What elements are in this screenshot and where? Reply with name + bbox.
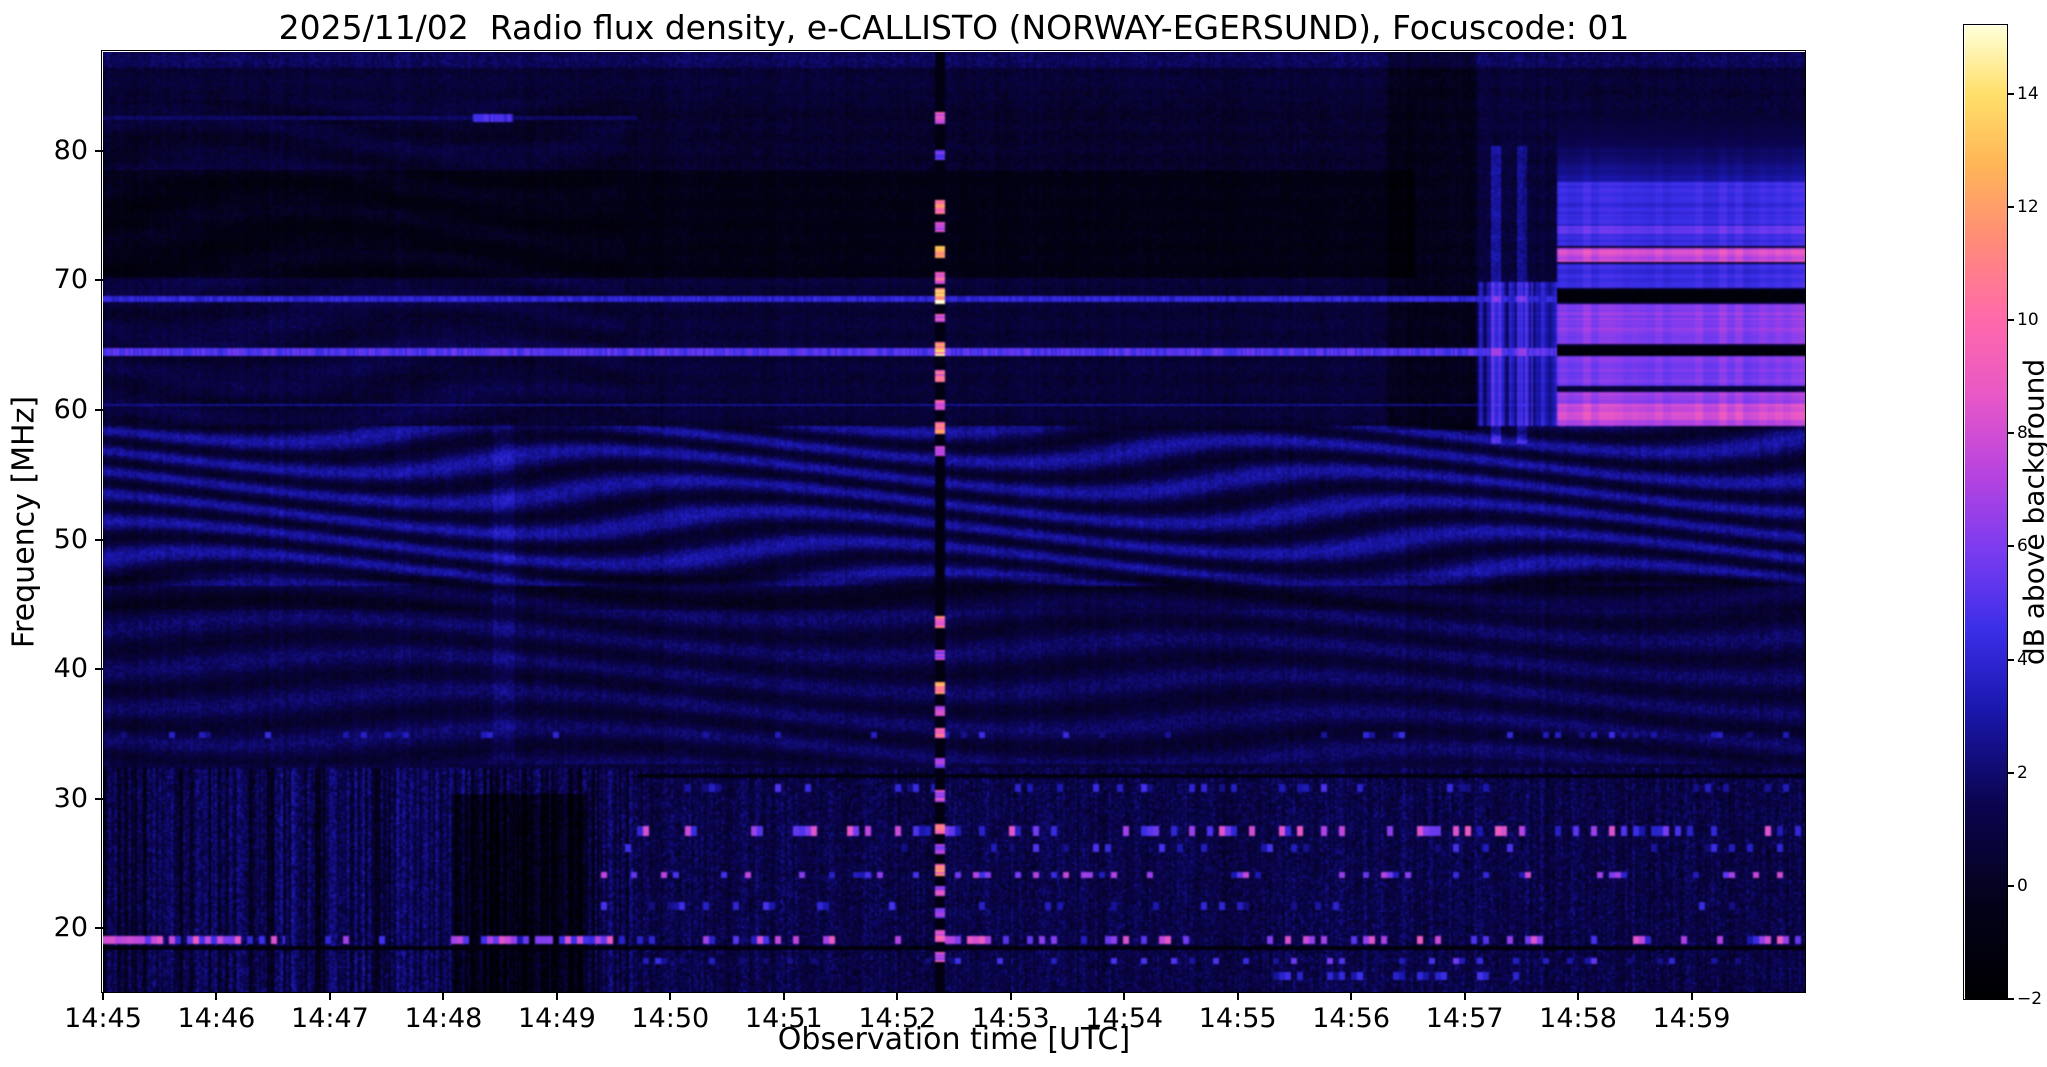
x-tick-label: 14:53: [971, 1003, 1050, 1034]
x-tick-label: 14:57: [1425, 1003, 1504, 1034]
colorbar-label: dB above background: [2017, 358, 2047, 666]
x-tick-label: 14:48: [404, 1003, 483, 1034]
y-tick-mark: [95, 927, 103, 930]
colorbar-tick-mark: [2007, 771, 2014, 774]
colorbar-tick-label: 10: [2017, 310, 2039, 331]
colorbar-tick-mark: [2007, 884, 2014, 887]
colorbar-tick-mark: [2007, 545, 2014, 548]
colorbar-tick-label: 2: [2017, 762, 2028, 783]
y-tick-label: 50: [53, 523, 88, 555]
x-tick-label: 14:58: [1539, 1003, 1617, 1034]
chart-title: 2025/11/02 Radio flux density, e-CALLIST…: [278, 8, 1630, 47]
x-tick-mark: [442, 992, 445, 1000]
x-tick-label: 14:46: [177, 1003, 256, 1034]
x-tick-mark: [102, 992, 104, 1000]
colorbar: [1965, 26, 2007, 999]
y-tick-mark: [95, 797, 103, 800]
colorbar-tick-mark: [2007, 92, 2014, 95]
x-tick-label: 14:51: [744, 1003, 823, 1034]
colorbar-tick-mark: [2007, 658, 2014, 661]
x-tick-label: 14:54: [1085, 1003, 1164, 1034]
colorbar-tick-label: 8: [2017, 423, 2028, 444]
x-tick-label: 14:45: [64, 1003, 142, 1034]
y-tick-label: 60: [53, 393, 88, 425]
x-tick-mark: [669, 992, 672, 1000]
colorbar-tick-mark: [2007, 319, 2014, 322]
x-tick-mark: [328, 992, 331, 1000]
x-tick-label: 14:56: [1312, 1003, 1391, 1034]
x-tick-mark: [1236, 992, 1239, 1000]
colorbar-tick-mark: [2007, 206, 2014, 209]
y-tick-mark: [95, 279, 103, 282]
colorbar-tick-label: 12: [2017, 197, 2039, 218]
x-tick-label: 14:49: [517, 1003, 596, 1034]
colorbar-tick-mark: [2007, 998, 2014, 1000]
x-tick-mark: [896, 992, 899, 1000]
y-tick-mark: [95, 149, 103, 152]
x-tick-label: 14:59: [1652, 1003, 1731, 1034]
x-tick-label: 14:47: [291, 1003, 369, 1034]
colorbar-tick-label: 6: [2017, 536, 2028, 557]
y-axis-label: Frequency [MHz]: [6, 395, 42, 649]
x-tick-mark: [1123, 992, 1126, 1000]
y-tick-label: 70: [53, 264, 88, 296]
colorbar-tick-label: −2: [2017, 989, 2043, 1009]
x-tick-mark: [1463, 992, 1466, 1000]
colorbar-tick-label: 0: [2017, 875, 2028, 896]
colorbar-tick-label: 14: [2017, 83, 2039, 104]
y-tick-mark: [95, 538, 103, 541]
y-tick-mark: [95, 408, 103, 411]
x-tick-mark: [555, 992, 558, 1000]
x-tick-mark: [782, 992, 785, 1000]
x-tick-mark: [215, 992, 218, 1000]
x-tick-label: 14:55: [1198, 1003, 1277, 1034]
spectrogram-canvas: [103, 52, 1805, 992]
y-tick-label: 30: [53, 782, 88, 814]
y-tick-label: 80: [53, 134, 88, 166]
y-tick-label: 20: [53, 912, 88, 944]
x-tick-mark: [1009, 992, 1012, 1000]
x-axis-label: Observation time [UTC]: [777, 1022, 1131, 1057]
colorbar-tick-mark: [2007, 432, 2014, 435]
x-tick-mark: [1690, 992, 1693, 1000]
x-tick-label: 14:52: [858, 1003, 937, 1034]
y-tick-label: 40: [53, 653, 88, 685]
x-tick-mark: [1350, 992, 1353, 1000]
colorbar-tick-label: 4: [2017, 649, 2028, 670]
x-tick-label: 14:50: [631, 1003, 710, 1034]
y-tick-mark: [95, 668, 103, 671]
x-tick-mark: [1577, 992, 1580, 1000]
